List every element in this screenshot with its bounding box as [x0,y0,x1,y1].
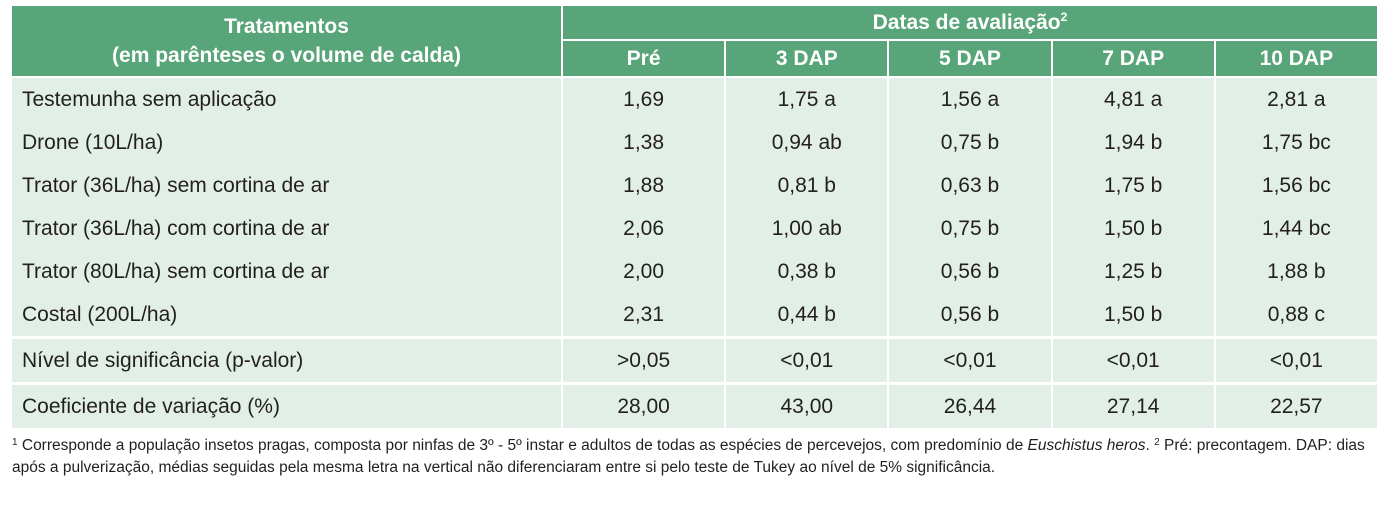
row-label: Trator (36L/ha) sem cortina de ar [12,164,563,207]
table-cell: 1,69 [560,77,727,121]
table-cell: 2,81 a [1213,77,1379,121]
row-label: Costal (200L/ha) [12,293,563,338]
table-cell: 1,38 [560,121,727,164]
table-row: Costal (200L/ha) 2,31 0,44 b 0,56 b 1,50 b 0,… [12,293,1379,338]
table-cell: 1,88 b [1213,250,1379,293]
row-label: Coeficiente de variação (%) [12,382,563,428]
table-row: Trator (36L/ha) sem cortina de ar 1,88 0,8… [12,164,1379,207]
table-cell: 1,75 b [1050,164,1216,207]
table-cell: 0,44 b [724,293,890,338]
stats-row: Nível de significância (p-valor) >0,05 <0,… [12,336,1379,384]
table-cell: 1,50 b [1050,293,1216,338]
column-header: Pré [560,39,727,78]
table-cell: <0,01 [1050,336,1216,384]
dates-header: Datas de avaliação2 [561,4,1379,41]
column-header: 7 DAP [1050,39,1216,78]
table-cell: 0,88 c [1213,293,1379,338]
table-row: Trator (36L/ha) com cortina de ar 2,06 1,0… [12,207,1379,250]
table-cell: 0,94 ab [724,121,890,164]
column-header: 3 DAP [724,39,890,78]
column-header: 5 DAP [887,39,1053,78]
treatments-header-title: Tratamentos [224,15,349,38]
table-cell: <0,01 [724,336,890,384]
table-cell: 0,38 b [724,250,890,293]
dates-header-footnote-ref: 2 [1060,10,1068,24]
table-cell: 0,56 b [887,250,1053,293]
table-cell: 4,81 a [1050,77,1216,121]
table-cell: 1,44 bc [1213,207,1379,250]
row-label: Trator (36L/ha) com cortina de ar [12,207,563,250]
treatments-header-subtitle: (em parênteses o volume de calda) [112,44,461,67]
table-cell: 1,56 bc [1213,164,1379,207]
table-cell: 1,75 a [724,77,890,121]
table-cell: <0,01 [887,336,1053,384]
row-label: Nível de significância (p-valor) [12,336,563,384]
table-cell: 26,44 [887,382,1053,428]
table-cell: 28,00 [560,382,727,428]
table-cell: 2,31 [560,293,727,338]
table-row: Trator (80L/ha) sem cortina de ar 2,00 0,3… [12,250,1379,293]
table-row: Drone (10L/ha) 1,38 0,94 ab 0,75 b 1,94 b 1,7… [12,121,1379,164]
table-cell: 2,06 [560,207,727,250]
table-footnote: 1 Corresponde a população insetos pragas… [12,432,1372,479]
row-label: Drone (10L/ha) [12,121,563,164]
footnote-text-1: Corresponde a população insetos pragas, … [17,437,1028,454]
table-row: Testemunha sem aplicação 1,69 1,75 a 1,56 a… [12,77,1379,121]
column-header: 10 DAP [1213,39,1379,78]
footnote-ref-2: 2 [1154,437,1160,448]
footnote-ref-1: 1 [12,437,18,448]
table-cell: 1,75 bc [1213,121,1379,164]
footnote-species: Euschistus heros [1027,437,1146,454]
table-cell: 1,88 [560,164,727,207]
table-cell: 0,75 b [887,207,1053,250]
table-cell: 1,56 a [887,77,1053,121]
footnote-text-3: Pré: precontagem. DAP: dias após a pulve… [12,437,1365,476]
table-cell: >0,05 [560,336,727,384]
table-cell: 1,25 b [1050,250,1216,293]
table-cell: 0,63 b [887,164,1053,207]
table-cell: 1,50 b [1050,207,1216,250]
footnote-text-2: . [1145,437,1155,454]
table-cell: 1,00 ab [724,207,890,250]
results-table: Tratamentos (em parênteses o volume de c… [12,4,1379,428]
table-cell: 22,57 [1213,382,1379,428]
table-cell: 0,81 b [724,164,890,207]
table-cell: 2,00 [560,250,727,293]
dates-header-label: Datas de avaliação [872,11,1061,34]
table-cell: 27,14 [1050,382,1216,428]
table-cell: 0,75 b [887,121,1053,164]
treatments-header: Tratamentos (em parênteses o volume de c… [12,4,563,78]
stats-row: Coeficiente de variação (%) 28,00 43,00 26,… [12,382,1379,428]
row-label: Testemunha sem aplicação [12,77,563,121]
table-cell: 1,94 b [1050,121,1216,164]
table-cell: 43,00 [724,382,890,428]
table-cell: <0,01 [1213,336,1379,384]
table-cell: 0,56 b [887,293,1053,338]
row-label: Trator (80L/ha) sem cortina de ar [12,250,563,293]
